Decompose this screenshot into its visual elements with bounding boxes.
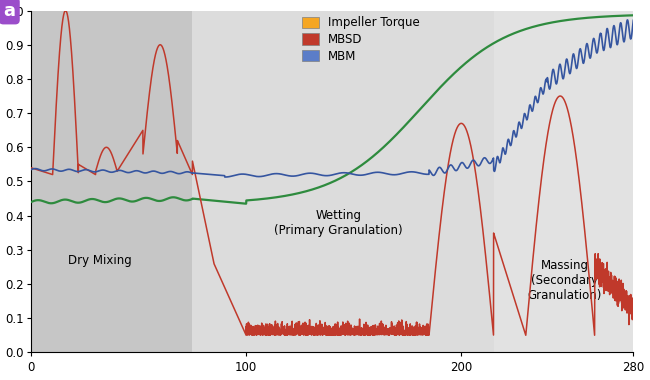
Bar [31,11,192,352]
Text: Dry Mixing: Dry Mixing [68,253,132,267]
Text: Wetting
(Primary Granulation): Wetting (Primary Granulation) [274,209,403,236]
Bar [192,11,493,352]
Legend: Impeller Torque, MBSD, MBM: Impeller Torque, MBSD, MBM [302,16,420,63]
Text: Massing
(Secondary
Granulation): Massing (Secondary Granulation) [527,259,602,302]
Bar [493,11,633,352]
Text: a: a [3,2,15,20]
